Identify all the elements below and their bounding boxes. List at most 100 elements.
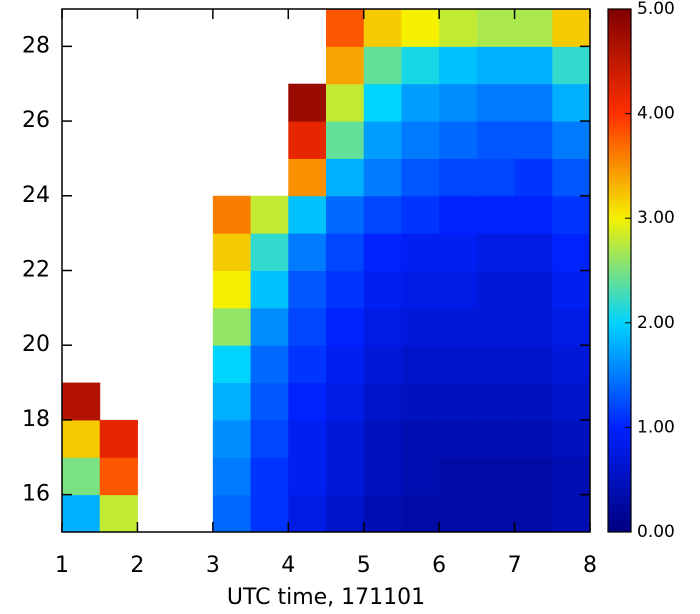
heat-cell <box>476 419 516 458</box>
heat-cell <box>62 382 101 421</box>
heat-cell <box>439 457 478 496</box>
heat-cell <box>363 345 402 384</box>
heat-cell <box>250 307 289 346</box>
heat-cell <box>250 419 289 458</box>
heat-cell <box>476 121 516 159</box>
y-tick-label: 26 <box>22 108 50 133</box>
heat-cell <box>363 46 402 85</box>
heat-cell <box>514 345 553 384</box>
heat-cell <box>326 121 365 159</box>
heat-cell <box>401 158 440 197</box>
heat-cell <box>552 83 591 122</box>
heat-cell <box>363 382 402 421</box>
heat-cell <box>363 307 402 346</box>
heat-cell <box>363 270 402 309</box>
colorbar-tick-label: 2.00 <box>637 313 675 333</box>
heat-cell <box>439 419 478 458</box>
heat-cell <box>326 9 365 47</box>
x-tick-label: 5 <box>357 553 371 578</box>
heat-cell <box>401 270 440 309</box>
x-tick-label: 3 <box>206 553 220 578</box>
heat-cell <box>476 307 516 346</box>
heat-cell <box>326 270 365 309</box>
heat-cell <box>212 233 252 271</box>
x-tick-label: 7 <box>508 553 522 578</box>
heat-cell <box>552 457 591 496</box>
heat-cell <box>326 158 365 197</box>
heat-cell <box>552 494 591 533</box>
heat-cell <box>62 419 101 458</box>
heat-cell <box>514 83 553 122</box>
heat-cell <box>401 195 440 234</box>
x-axis-label: UTC time, 171101 <box>227 585 425 610</box>
heat-cell <box>363 494 402 533</box>
heat-cell <box>439 46 478 85</box>
heat-cell <box>401 9 440 47</box>
heat-cell <box>514 419 553 458</box>
y-tick-label: 22 <box>22 258 50 283</box>
x-tick-label: 8 <box>583 553 597 578</box>
heat-cell <box>401 307 440 346</box>
heat-cell <box>250 195 289 234</box>
heat-cell <box>401 46 440 85</box>
heat-cell <box>401 494 440 533</box>
heat-cell <box>288 270 327 309</box>
heat-cell <box>401 121 440 159</box>
heat-cell <box>212 494 252 533</box>
heat-cell <box>439 270 478 309</box>
heat-cell <box>62 494 101 533</box>
colorbar-tick-label: 0.00 <box>637 522 675 542</box>
heat-cell <box>476 9 516 47</box>
heat-cell <box>439 121 478 159</box>
heat-cell <box>288 195 327 234</box>
heat-cell <box>363 83 402 122</box>
heat-cell <box>250 233 289 271</box>
heat-cell <box>401 83 440 122</box>
heat-cell <box>439 345 478 384</box>
heat-cell <box>552 270 591 309</box>
heat-cell <box>476 195 516 234</box>
heat-cell <box>250 382 289 421</box>
x-tick-label: 2 <box>130 553 144 578</box>
heat-cell <box>552 46 591 85</box>
heat-cell <box>288 121 327 159</box>
x-tick-label: 1 <box>55 553 69 578</box>
heat-cell <box>552 195 591 234</box>
heat-cell <box>326 494 365 533</box>
heat-cell <box>288 158 327 197</box>
colorbar-tick-label: 3.00 <box>637 208 675 228</box>
heat-cell <box>476 158 516 197</box>
heat-cell <box>552 9 591 47</box>
colorbar-tick-label: 4.00 <box>637 104 675 124</box>
heat-cell <box>326 419 365 458</box>
heat-cell <box>62 457 101 496</box>
heat-cell <box>514 158 553 197</box>
heat-cell <box>288 494 327 533</box>
heat-cell <box>326 195 365 234</box>
heat-cell <box>514 307 553 346</box>
heat-cell <box>514 9 553 47</box>
heat-cell <box>401 382 440 421</box>
heat-cell <box>514 457 553 496</box>
heat-cell <box>212 195 252 234</box>
y-tick-label: 20 <box>22 332 50 357</box>
heat-cell <box>326 233 365 271</box>
y-tick-label: 18 <box>22 407 50 432</box>
heat-cell <box>476 83 516 122</box>
heat-cell <box>212 457 252 496</box>
heat-cell <box>212 419 252 458</box>
heat-cell <box>401 457 440 496</box>
heat-cell <box>552 307 591 346</box>
heat-cell <box>439 195 478 234</box>
heat-cell <box>476 494 516 533</box>
heat-cell <box>99 494 138 533</box>
heat-cell <box>326 457 365 496</box>
y-tick-label: 16 <box>22 482 50 507</box>
heat-cell <box>363 121 402 159</box>
heat-cell <box>99 457 138 496</box>
colorbar-tick-label: 5.00 <box>637 0 675 19</box>
heat-cell <box>250 345 289 384</box>
heat-cell <box>476 233 516 271</box>
y-tick-label: 24 <box>22 183 50 208</box>
